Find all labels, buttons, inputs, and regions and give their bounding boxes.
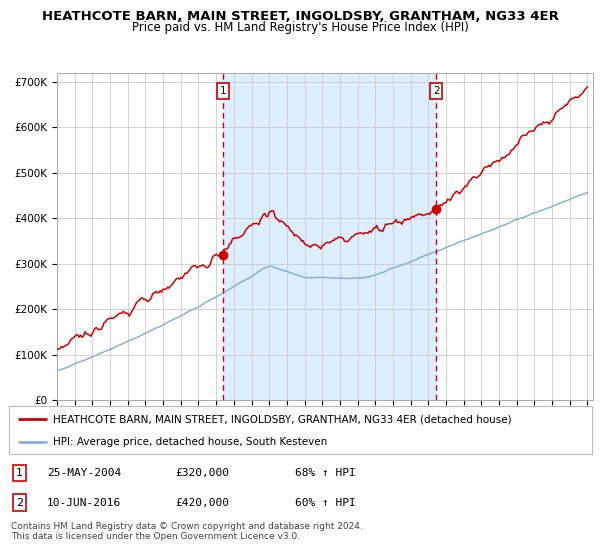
Text: HEATHCOTE BARN, MAIN STREET, INGOLDSBY, GRANTHAM, NG33 4ER: HEATHCOTE BARN, MAIN STREET, INGOLDSBY, … — [41, 10, 559, 22]
Text: 2: 2 — [433, 86, 439, 96]
Bar — [223, 73, 436, 400]
Text: Contains HM Land Registry data © Crown copyright and database right 2024.
This d: Contains HM Land Registry data © Crown c… — [11, 522, 362, 542]
Text: 25-MAY-2004: 25-MAY-2004 — [47, 468, 121, 478]
Text: 2: 2 — [16, 498, 23, 507]
Text: 10-JUN-2016: 10-JUN-2016 — [47, 498, 121, 507]
Text: 68% ↑ HPI: 68% ↑ HPI — [295, 468, 356, 478]
Text: HEATHCOTE BARN, MAIN STREET, INGOLDSBY, GRANTHAM, NG33 4ER (detached house): HEATHCOTE BARN, MAIN STREET, INGOLDSBY, … — [53, 414, 511, 424]
Text: HPI: Average price, detached house, South Kesteven: HPI: Average price, detached house, Sout… — [53, 437, 327, 447]
Text: £420,000: £420,000 — [175, 498, 229, 507]
Text: £320,000: £320,000 — [175, 468, 229, 478]
Text: 1: 1 — [220, 86, 226, 96]
Text: Price paid vs. HM Land Registry's House Price Index (HPI): Price paid vs. HM Land Registry's House … — [131, 21, 469, 34]
Text: 1: 1 — [16, 468, 23, 478]
Text: 60% ↑ HPI: 60% ↑ HPI — [295, 498, 356, 507]
